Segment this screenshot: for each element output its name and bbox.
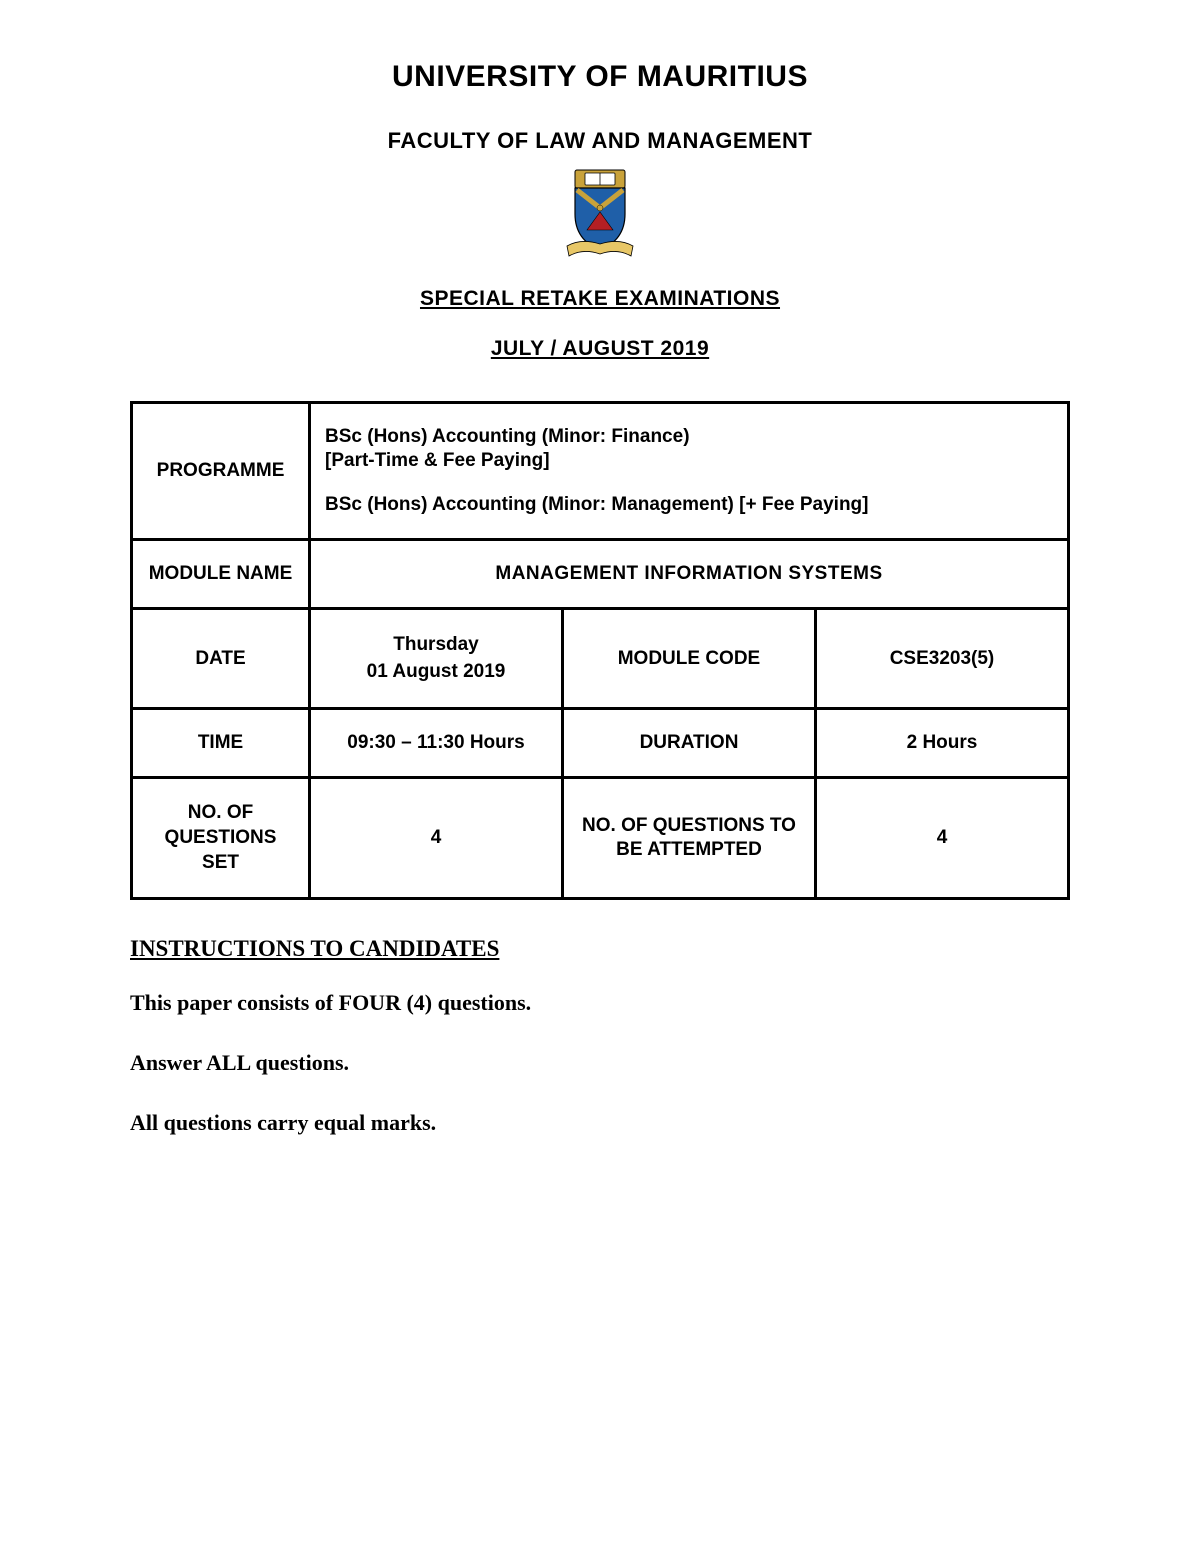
exam-session: JULY / AUGUST 2019 bbox=[130, 337, 1070, 361]
time-label: TIME bbox=[132, 709, 310, 778]
exam-title: SPECIAL RETAKE EXAMINATIONS bbox=[130, 287, 1070, 311]
duration-value: 2 Hours bbox=[815, 709, 1068, 778]
table-row: DATE Thursday 01 August 2019 MODULE CODE… bbox=[132, 609, 1069, 709]
questions-attempt-value: 4 bbox=[815, 778, 1068, 899]
questions-attempt-label: NO. OF QUESTIONS TO BE ATTEMPTED bbox=[563, 778, 816, 899]
questions-set-label: NO. OF QUESTIONS SET bbox=[132, 778, 310, 899]
date-day: Thursday bbox=[325, 632, 547, 659]
duration-label: DURATION bbox=[563, 709, 816, 778]
instruction-line: This paper consists of FOUR (4) question… bbox=[130, 990, 1070, 1016]
time-value: 09:30 – 11:30 Hours bbox=[310, 709, 563, 778]
university-name: UNIVERSITY OF MAURITIUS bbox=[130, 60, 1070, 94]
module-code-label: MODULE CODE bbox=[563, 609, 816, 709]
table-row: NO. OF QUESTIONS SET 4 NO. OF QUESTIONS … bbox=[132, 778, 1069, 899]
module-name-value: MANAGEMENT INFORMATION SYSTEMS bbox=[310, 540, 1069, 609]
instruction-line: All questions carry equal marks. bbox=[130, 1110, 1070, 1136]
programme-value: BSc (Hons) Accounting (Minor: Finance) [… bbox=[310, 403, 1069, 540]
date-value: Thursday 01 August 2019 bbox=[310, 609, 563, 709]
programme-label: PROGRAMME bbox=[132, 403, 310, 540]
table-row: TIME 09:30 – 11:30 Hours DURATION 2 Hour… bbox=[132, 709, 1069, 778]
table-row: PROGRAMME BSc (Hons) Accounting (Minor: … bbox=[132, 403, 1069, 540]
programme-line1: BSc (Hons) Accounting (Minor: Finance) bbox=[325, 426, 1053, 448]
crest-icon bbox=[561, 168, 639, 260]
date-label: DATE bbox=[132, 609, 310, 709]
questions-set-value: 4 bbox=[310, 778, 563, 899]
date-full: 01 August 2019 bbox=[325, 659, 547, 686]
university-crest bbox=[130, 168, 1070, 265]
table-row: MODULE NAME MANAGEMENT INFORMATION SYSTE… bbox=[132, 540, 1069, 609]
instruction-line: Answer ALL questions. bbox=[130, 1050, 1070, 1076]
programme-line3: BSc (Hons) Accounting (Minor: Management… bbox=[325, 494, 1053, 516]
exam-cover-page: UNIVERSITY OF MAURITIUS FACULTY OF LAW A… bbox=[0, 0, 1200, 1553]
module-name-label: MODULE NAME bbox=[132, 540, 310, 609]
exam-info-table: PROGRAMME BSc (Hons) Accounting (Minor: … bbox=[130, 401, 1070, 900]
module-code-value: CSE3203(5) bbox=[815, 609, 1068, 709]
instructions-heading: INSTRUCTIONS TO CANDIDATES bbox=[130, 936, 1070, 962]
programme-line2: [Part-Time & Fee Paying] bbox=[325, 450, 1053, 472]
faculty-name: FACULTY OF LAW AND MANAGEMENT bbox=[130, 128, 1070, 154]
